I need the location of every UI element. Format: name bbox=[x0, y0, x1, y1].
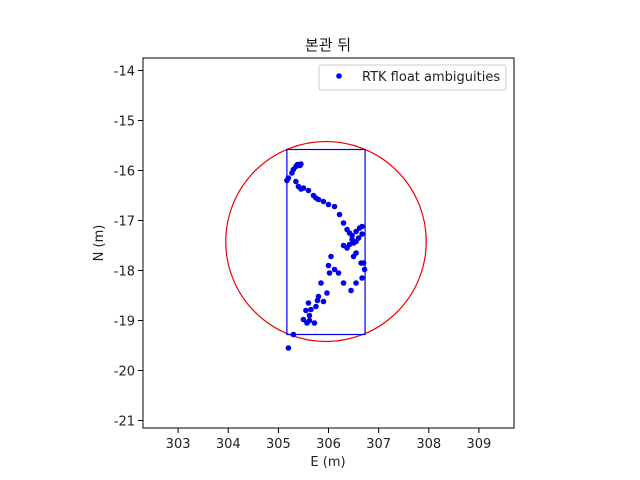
y-axis: -14 -15 -16 -17 -18 -19 -20 -21 bbox=[114, 65, 143, 430]
bounding-circle bbox=[225, 140, 427, 343]
data-point bbox=[340, 280, 347, 286]
data-point bbox=[359, 275, 365, 281]
data-point bbox=[303, 307, 309, 314]
data-point bbox=[326, 270, 333, 276]
data-point bbox=[313, 303, 319, 310]
data-point bbox=[325, 262, 332, 269]
bounding-box bbox=[286, 148, 366, 336]
data-point bbox=[293, 178, 299, 185]
data-point bbox=[349, 236, 355, 243]
y-tick-label: -16 bbox=[114, 165, 135, 180]
data-point bbox=[285, 175, 292, 181]
data-point bbox=[300, 185, 307, 191]
data-point bbox=[331, 266, 338, 273]
data-point bbox=[353, 280, 359, 286]
legend-box bbox=[318, 64, 507, 91]
data-point bbox=[325, 201, 332, 208]
data-point bbox=[298, 161, 304, 167]
data-point bbox=[305, 187, 312, 194]
data-point bbox=[308, 306, 314, 313]
data-point bbox=[314, 297, 321, 304]
y-axis-label: N (m) bbox=[92, 225, 107, 262]
data-point bbox=[350, 253, 357, 260]
x-tick-label: 309 bbox=[466, 437, 491, 452]
data-point bbox=[335, 270, 342, 276]
x-axis: 303 304 305 306 307 308 309 bbox=[166, 428, 491, 452]
data-point bbox=[353, 228, 359, 235]
data-point bbox=[290, 331, 297, 338]
data-point bbox=[331, 203, 338, 210]
data-point bbox=[340, 220, 347, 226]
data-point bbox=[340, 242, 347, 249]
data-point bbox=[320, 298, 327, 305]
data-point bbox=[359, 231, 365, 237]
plot-area bbox=[142, 57, 515, 429]
x-tick-label: 305 bbox=[266, 437, 291, 452]
legend-marker bbox=[336, 73, 342, 79]
y-tick-label: -21 bbox=[114, 415, 135, 430]
data-point bbox=[300, 316, 307, 323]
data-point bbox=[359, 223, 365, 230]
data-point bbox=[306, 312, 313, 319]
y-tick-label: -14 bbox=[114, 65, 135, 80]
data-point bbox=[311, 320, 318, 326]
y-tick-label: -18 bbox=[114, 265, 135, 280]
data-point bbox=[328, 253, 334, 260]
y-tick-label: -15 bbox=[114, 115, 135, 130]
data-point bbox=[320, 198, 327, 205]
data-point bbox=[318, 280, 324, 286]
x-tick-label: 304 bbox=[216, 437, 241, 452]
data-point bbox=[348, 287, 354, 294]
y-tick-label: -20 bbox=[114, 365, 135, 380]
y-tick-label: -19 bbox=[114, 315, 135, 330]
y-tick-label: -17 bbox=[114, 215, 135, 230]
x-tick-label: 303 bbox=[166, 437, 191, 452]
x-tick-label: 307 bbox=[366, 437, 391, 452]
data-point bbox=[305, 300, 312, 306]
legend: RTK float ambiguities bbox=[318, 64, 507, 91]
chart-title: 본관 뒤 bbox=[305, 36, 351, 54]
data-point bbox=[336, 211, 343, 218]
data-point bbox=[315, 196, 322, 203]
data-point bbox=[285, 345, 292, 351]
x-tick-label: 306 bbox=[316, 437, 341, 452]
x-axis-label: E (m) bbox=[310, 455, 345, 470]
x-tick-label: 308 bbox=[416, 437, 441, 452]
data-point bbox=[361, 266, 368, 273]
legend-label: RTK float ambiguities bbox=[362, 70, 500, 85]
data-point bbox=[324, 290, 330, 296]
data-point bbox=[349, 232, 355, 239]
data-point bbox=[304, 320, 310, 326]
data-point bbox=[360, 260, 367, 266]
